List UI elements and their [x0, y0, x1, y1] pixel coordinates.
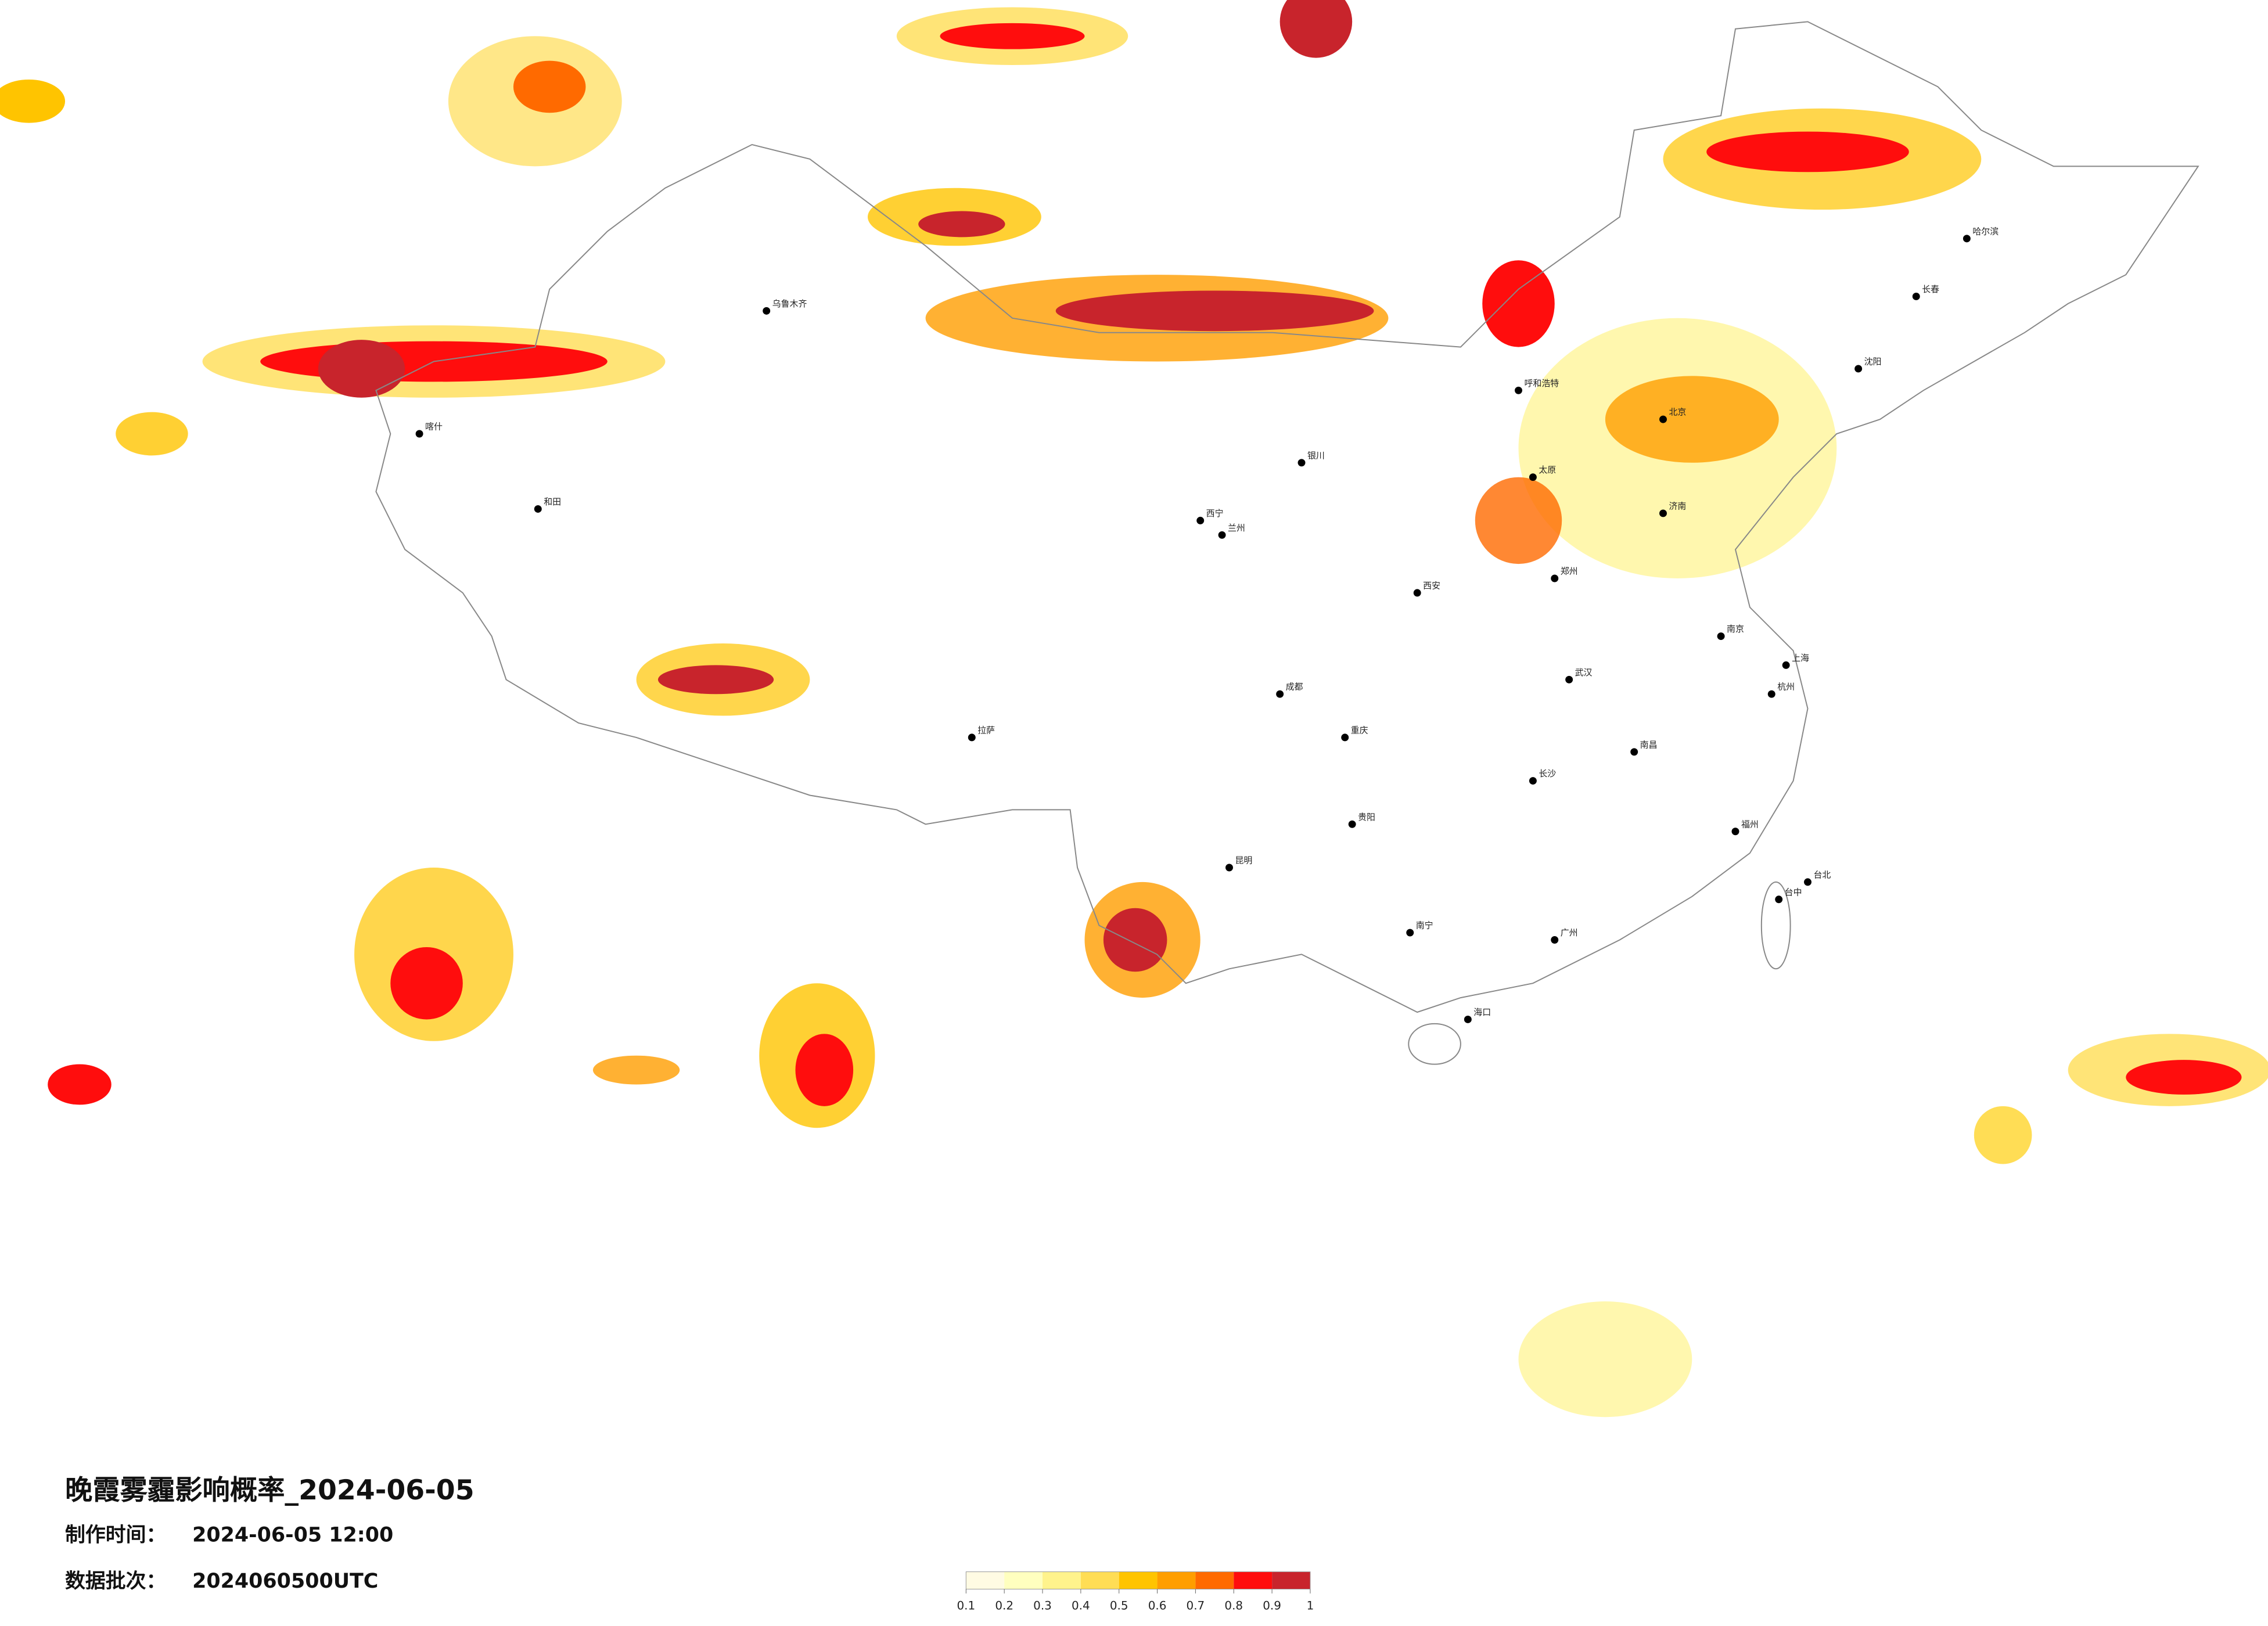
colorbar-swatch: [1080, 1571, 1119, 1589]
city-dot: [1348, 820, 1356, 828]
batch-id: 2024060500UTC: [192, 1570, 378, 1593]
city-dot: [1717, 632, 1725, 641]
city-label: 长沙: [1539, 768, 1556, 779]
city-dot: [1225, 864, 1233, 872]
colorbar-swatch: [1119, 1571, 1158, 1589]
city-label: 南京: [1727, 624, 1744, 634]
colorbar-tick-label: 1: [1307, 1599, 1314, 1612]
city-dot: [1529, 777, 1537, 785]
city-dot: [1196, 516, 1205, 524]
city-dot: [763, 307, 771, 315]
city-label: 重庆: [1351, 725, 1368, 735]
city-label: 广州: [1561, 927, 1578, 938]
produced-label: 制作时间：: [65, 1523, 166, 1546]
colorbar-swatch: [1004, 1571, 1043, 1589]
colorbar-swatch: [1043, 1571, 1081, 1589]
city-dot: [1782, 661, 1790, 669]
city-dot: [1406, 929, 1414, 937]
colorbar-tick-label: 0.6: [1148, 1599, 1167, 1612]
city-dot: [968, 733, 976, 742]
city-dot: [534, 505, 542, 513]
colorbar-swatch: [1195, 1571, 1234, 1589]
city-dot: [1551, 936, 1559, 944]
colorbar-tick-label: 0.8: [1224, 1599, 1243, 1612]
colorbar-tick-label: 0.2: [995, 1599, 1013, 1612]
city-dot: [1276, 690, 1284, 698]
city-label: 武汉: [1575, 667, 1593, 678]
city-dot: [1963, 235, 1971, 243]
batch-label: 数据批次：: [65, 1570, 166, 1593]
city-label: 和田: [544, 497, 561, 507]
city-label: 台中: [1785, 887, 1802, 897]
city-dot: [1218, 531, 1226, 539]
city-dot: [1912, 292, 1920, 300]
island-outline: [1408, 1023, 1461, 1065]
city-dot: [1775, 895, 1783, 904]
city-label: 海口: [1473, 1007, 1491, 1017]
city-label: 福州: [1741, 819, 1759, 829]
city-label: 太原: [1539, 465, 1556, 475]
city-label: 贵阳: [1358, 812, 1375, 822]
city-dot: [1464, 1015, 1472, 1023]
city-label: 济南: [1669, 501, 1686, 511]
city-label: 西安: [1423, 580, 1440, 591]
city-dot: [1804, 878, 1811, 886]
city-label: 拉萨: [977, 725, 995, 735]
city-label: 银川: [1307, 450, 1325, 461]
colorbar-swatch: [1272, 1571, 1310, 1589]
city-dot: [1659, 415, 1667, 423]
city-dot: [1659, 509, 1667, 517]
city-label: 郑州: [1561, 566, 1578, 577]
city-label: 喀什: [425, 422, 443, 432]
city-dot: [1630, 748, 1638, 756]
colorbar-tick-label: 0.1: [957, 1599, 975, 1612]
map-title: 晚霞雾霾影响概率_2024-06-05: [65, 1474, 475, 1506]
city-dot: [1565, 675, 1573, 684]
colorbar-tick-label: 0.7: [1187, 1599, 1205, 1612]
colorbar: 0.1 0.2 0.3 0.4 0.5 0.6 0.7 0.8 0.9 1: [957, 1571, 1314, 1612]
colorbar-swatch: [1234, 1571, 1273, 1589]
city-label: 成都: [1286, 682, 1303, 692]
city-label: 杭州: [1777, 682, 1795, 692]
colorbar-swatch: [966, 1571, 1005, 1589]
country-outline: [375, 21, 2199, 1013]
city-dot: [1413, 589, 1421, 597]
city-label: 乌鲁木齐: [772, 298, 807, 309]
colorbar-tick-label: 0.5: [1110, 1599, 1128, 1612]
city-dot: [415, 430, 423, 438]
city-label: 呼和浩特: [1524, 378, 1559, 388]
city-label: 兰州: [1228, 523, 1245, 533]
city-label: 西宁: [1206, 508, 1224, 519]
city-label: 上海: [1792, 653, 1809, 663]
colorbar-tick-label: 0.4: [1072, 1599, 1090, 1612]
city-dot: [1551, 574, 1559, 582]
city-label: 南宁: [1416, 920, 1433, 931]
haze-field: [0, 0, 2268, 1418]
city-dot: [1529, 473, 1537, 481]
city-dot: [1341, 733, 1349, 742]
city-dot: [1731, 828, 1739, 836]
city-dot: [1515, 386, 1522, 394]
city-dot: [1297, 459, 1306, 467]
city-label: 昆明: [1235, 855, 1252, 866]
city-label: 哈尔滨: [1972, 226, 1999, 236]
city-label: 台北: [1813, 869, 1831, 880]
colorbar-frame: [965, 1571, 1311, 1590]
colorbar-tick-label: 0.9: [1263, 1599, 1281, 1612]
city-label: 沈阳: [1864, 356, 1882, 366]
city-label: 长春: [1922, 284, 1939, 294]
island-outline: [1760, 881, 1791, 970]
city-label: 北京: [1669, 407, 1686, 418]
colorbar-swatch: [1157, 1571, 1196, 1589]
city-dot: [1854, 365, 1863, 373]
produced-time: 2024-06-05 12:00: [192, 1523, 393, 1546]
colorbar-tick-label: 0.3: [1033, 1599, 1052, 1612]
city-dot: [1767, 690, 1775, 698]
city-label: 南昌: [1640, 739, 1658, 750]
